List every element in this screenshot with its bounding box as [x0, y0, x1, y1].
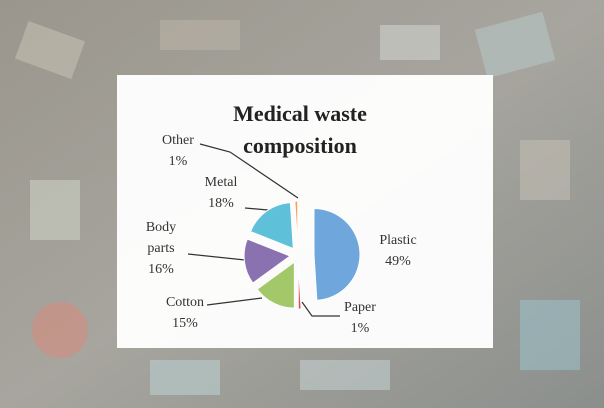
- slice-value: 1%: [350, 321, 370, 336]
- slice-name: Other: [162, 133, 194, 148]
- slice-value: 16%: [148, 262, 174, 277]
- pie-slice: [243, 238, 292, 284]
- slice-label: Paper 1%: [340, 297, 380, 339]
- slice-name: Paper: [344, 300, 376, 315]
- slice-value: 15%: [172, 316, 198, 331]
- pie-slice: [297, 262, 302, 310]
- pie-slice: [249, 202, 294, 250]
- slice-name: Cotton: [165, 295, 205, 310]
- pie-slice: [313, 207, 361, 301]
- slice-label: Cotton 15%: [160, 292, 210, 334]
- slice-label: Plastic 49%: [368, 230, 428, 272]
- leader-lines: [187, 143, 340, 317]
- slice-label: Body parts 16%: [138, 217, 184, 280]
- chart-title: Medical waste composition: [233, 101, 367, 158]
- slice-value: 1%: [168, 154, 188, 169]
- slice-label: Metal 18%: [196, 172, 246, 214]
- slice-name: Plastic: [379, 233, 417, 248]
- chart-panel: [117, 75, 493, 348]
- slice-value: 18%: [208, 196, 234, 211]
- slice-name: Body parts: [145, 220, 177, 256]
- pie-slice: [256, 261, 295, 309]
- slice-name: Metal: [204, 175, 238, 190]
- slice-label: Other 1%: [155, 130, 201, 172]
- slice-value: 49%: [385, 254, 411, 269]
- pie-slice: [294, 200, 299, 248]
